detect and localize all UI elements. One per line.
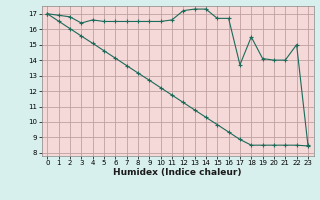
X-axis label: Humidex (Indice chaleur): Humidex (Indice chaleur) [113, 168, 242, 177]
